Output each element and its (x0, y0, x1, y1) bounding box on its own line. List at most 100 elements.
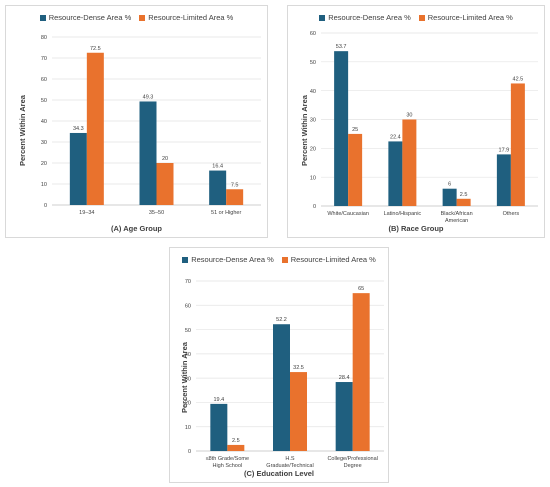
bar-resource-dense (210, 403, 228, 451)
bar-resource-dense (496, 154, 511, 206)
data-label: 53.7 (336, 44, 347, 50)
data-label: 19.4 (213, 397, 224, 403)
data-label: 17.9 (499, 147, 510, 153)
bar-resource-limited (510, 83, 525, 206)
bar-resource-dense (209, 170, 227, 205)
y-tick-label: 30 (185, 376, 191, 382)
y-tick-label: 50 (41, 98, 47, 104)
legend-label-limited: Resource-Limited Area % (290, 255, 376, 264)
data-label: 2.5 (460, 192, 468, 198)
bar-resource-limited (456, 198, 471, 206)
y-tick-label: 20 (41, 161, 47, 167)
bar-resource-dense (335, 382, 353, 451)
bar-resource-limited (352, 293, 370, 451)
x-tick-label: Graduate/Technical (266, 463, 313, 469)
x-axis-label: (C) Education Level (243, 469, 314, 478)
chart-panel-age-group: Resource-Dense Area % Resource-Limited A… (5, 5, 268, 238)
data-label: 2.5 (232, 438, 240, 444)
legend-item-limited: Resource-Limited Area % (418, 13, 513, 22)
chart-panel-race-group: Resource-Dense Area % Resource-Limited A… (287, 5, 545, 238)
x-tick-label: ≤8th Grade/Some (206, 456, 249, 462)
data-label: 42.5 (513, 76, 524, 82)
x-tick-label: Latino/Hispanic (384, 211, 422, 217)
legend-item-dense: Resource-Dense Area % (39, 13, 132, 22)
data-label: 28.4 (339, 375, 350, 381)
y-tick-label: 0 (313, 204, 316, 210)
data-label: 25 (352, 127, 358, 133)
x-axis-label: (B) Race Group (388, 224, 444, 233)
bar-resource-limited (348, 133, 363, 206)
bar-resource-limited (402, 119, 417, 206)
x-tick-label: American (445, 218, 468, 224)
bar-resource-dense (334, 51, 349, 206)
data-label: 49.3 (143, 94, 154, 100)
bar-resource-dense (388, 141, 403, 206)
legend-item-limited: Resource-Limited Area % (139, 13, 233, 22)
legend-item-dense: Resource-Dense Area % (319, 13, 411, 22)
y-tick-label: 60 (185, 303, 191, 309)
legend-label-limited: Resource-Limited Area % (148, 13, 234, 22)
data-label: 16.4 (212, 164, 223, 170)
chart-panel-education-level: Resource-Dense Area % Resource-Limited A… (169, 247, 389, 483)
x-tick-label: Others (503, 211, 520, 217)
data-label: 20 (162, 156, 168, 162)
bar-resource-limited (290, 372, 307, 451)
x-axis-label: (A) Age Group (111, 224, 162, 233)
bar-resource-dense (442, 188, 457, 206)
bar-resource-limited (226, 189, 244, 205)
x-tick-label: H.S (285, 456, 295, 462)
data-label: 72.5 (90, 46, 101, 52)
bar-resource-dense (139, 101, 157, 205)
data-label: 7.5 (231, 182, 239, 188)
data-label: 22.4 (390, 134, 401, 140)
y-tick-label: 20 (185, 401, 191, 407)
x-tick-label: Black/African (441, 211, 473, 217)
y-tick-label: 60 (310, 31, 316, 37)
data-label: 65 (358, 286, 364, 292)
bar-resource-limited (156, 163, 174, 205)
data-label: 32.5 (293, 365, 304, 371)
legend-label-dense: Resource-Dense Area % (48, 13, 132, 22)
bar-chart-race-group: 0 10 20 30 40 50 60 53.7 25 White/Caucasian 22.4 30… (310, 31, 538, 224)
bar-resource-limited (227, 444, 245, 451)
legend-swatch-dense (182, 256, 189, 263)
data-label: 30 (406, 113, 412, 119)
y-tick-label: 40 (185, 352, 191, 358)
y-tick-label: 30 (310, 118, 316, 124)
y-tick-label: 10 (185, 425, 191, 431)
bar-resource-dense (273, 324, 290, 451)
legend-swatch-limited (281, 256, 288, 263)
x-tick-label: 51 or Higher (211, 210, 241, 216)
y-tick-label: 60 (41, 77, 47, 83)
data-label: 52.2 (276, 317, 287, 323)
y-tick-label: 50 (185, 328, 191, 334)
bar-chart-age-group: 0 10 20 30 40 50 60 70 80 34.3 72.5 19–34 49.3 20 35–5… (41, 35, 261, 216)
legend-label-dense: Resource-Dense Area % (328, 13, 411, 22)
bar-resource-limited (86, 52, 104, 205)
y-tick-label: 70 (185, 279, 191, 285)
legend: Resource-Dense Area % Resource-Limited A… (170, 255, 388, 264)
x-tick-label: White/Caucasian (327, 211, 369, 217)
y-tick-label: 0 (44, 203, 47, 209)
y-tick-label: 50 (310, 60, 316, 66)
y-tick-label: 0 (188, 449, 191, 455)
legend-swatch-limited (418, 14, 425, 21)
legend-label-dense: Resource-Dense Area % (191, 255, 274, 264)
legend-item-limited: Resource-Limited Area % (281, 255, 376, 264)
bar-chart-education-level: 0 10 20 30 40 50 60 70 19.4 2.5 ≤8th Grade/SomeHig… (185, 279, 384, 469)
bar-resource-dense (69, 132, 87, 205)
y-tick-label: 80 (41, 35, 47, 41)
legend-label-limited: Resource-Limited Area % (427, 13, 513, 22)
x-tick-label: College/Professional (327, 456, 377, 462)
legend-item-dense: Resource-Dense Area % (182, 255, 274, 264)
y-tick-label: 20 (310, 147, 316, 153)
y-tick-label: 10 (310, 175, 316, 181)
y-tick-label: 70 (41, 56, 47, 62)
x-tick-label: 35–50 (149, 210, 164, 216)
legend-swatch-dense (319, 14, 326, 21)
y-tick-label: 10 (41, 182, 47, 188)
legend: Resource-Dense Area % Resource-Limited A… (288, 13, 544, 22)
y-tick-label: 40 (41, 119, 47, 125)
x-tick-label: 19–34 (79, 210, 94, 216)
x-tick-label: Degree (344, 463, 362, 469)
